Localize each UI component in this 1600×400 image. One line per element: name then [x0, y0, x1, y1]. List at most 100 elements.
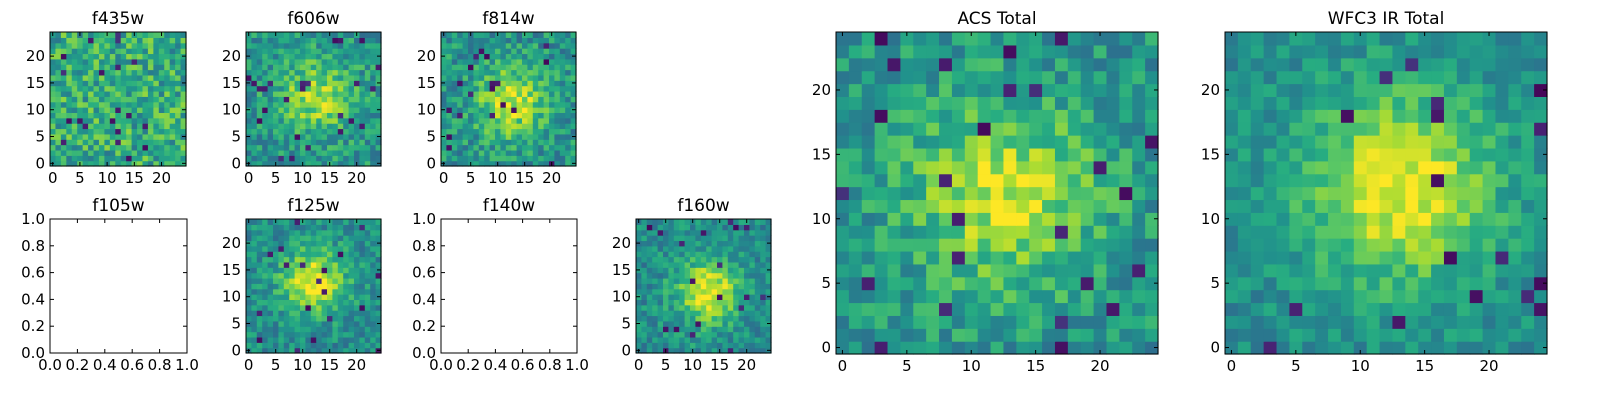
image-cell [343, 251, 350, 258]
image-cell [733, 229, 740, 236]
image-cell [457, 69, 464, 76]
image-cell [446, 37, 453, 44]
image-cell [495, 149, 501, 156]
image-cell [1379, 32, 1394, 46]
image-cell [1042, 173, 1056, 188]
image-cell [164, 53, 171, 60]
image-cell [652, 219, 659, 225]
image-cell [1003, 83, 1017, 97]
image-cell [251, 326, 258, 333]
image-cell [180, 58, 187, 65]
image-cell [1080, 315, 1095, 329]
image-cell [305, 32, 312, 38]
image-cell [300, 123, 306, 130]
image-cell [175, 117, 182, 124]
image-cell [505, 117, 512, 124]
image-cell [1054, 212, 1069, 226]
image-cell [1456, 289, 1471, 304]
image-cell [55, 74, 62, 81]
image-cell [267, 304, 274, 311]
image-cell [1431, 212, 1445, 226]
image-cell [267, 74, 274, 81]
image-cell [990, 341, 1005, 355]
image-cell [1508, 147, 1522, 162]
image-cell [990, 122, 1005, 136]
image-cell [1469, 160, 1484, 175]
image-cell [180, 42, 187, 49]
x-tick-label: 0 [244, 356, 254, 374]
image-cell [1093, 250, 1108, 265]
image-cell [1418, 57, 1432, 72]
image-cell [175, 123, 182, 130]
image-cell [370, 240, 377, 247]
image-cell [836, 83, 850, 97]
image-cell [262, 251, 269, 258]
image-cell [1392, 44, 1406, 59]
image-cell [1263, 135, 1278, 149]
image-cell [1340, 276, 1355, 291]
image-cell [887, 212, 901, 226]
image-cell [98, 128, 105, 135]
image-cell [1119, 135, 1133, 149]
image-cell [1042, 44, 1056, 59]
image-cell [1534, 199, 1548, 213]
image-cell [760, 235, 767, 242]
image-cell [1392, 212, 1406, 226]
image-cell [668, 320, 675, 327]
image-cell [71, 160, 78, 167]
image-cell [684, 294, 691, 300]
image-cell [131, 69, 138, 76]
image-cell [316, 294, 323, 300]
image-cell [532, 96, 539, 103]
image-cell [126, 32, 133, 38]
image-cell [700, 326, 707, 333]
image-cell [310, 342, 317, 349]
image-cell [565, 107, 572, 113]
image-cell [294, 32, 301, 38]
image-cell [543, 85, 550, 92]
image-cell [321, 144, 328, 151]
image-cell [543, 112, 550, 119]
image-cell [711, 320, 718, 327]
image-cell [1276, 212, 1290, 226]
image-cell [527, 160, 534, 167]
image-cell [462, 32, 469, 38]
image-cell [1315, 109, 1329, 123]
image-cell [354, 272, 360, 279]
image-cell [559, 42, 566, 49]
image-cell [532, 69, 539, 76]
y-tick-label: 0.2 [21, 317, 45, 335]
image-cell [262, 69, 269, 76]
image-cell [754, 267, 761, 274]
image-cell [749, 277, 756, 284]
image-cell [684, 304, 691, 311]
image-cell [641, 251, 648, 258]
image-cell [262, 342, 269, 349]
image-cell [473, 112, 480, 119]
image-cell [489, 58, 496, 65]
image-cell [565, 133, 572, 140]
image-cell [1067, 57, 1082, 72]
image-cell [727, 267, 734, 274]
image-cell [1042, 199, 1056, 213]
image-cell [283, 32, 290, 38]
image-cell [327, 64, 333, 71]
image-cell [251, 224, 258, 231]
image-cell [273, 299, 279, 306]
image-cell [283, 294, 290, 300]
image-cell [1302, 44, 1316, 59]
image-cell [158, 90, 165, 97]
image-cell [1534, 186, 1548, 201]
image-cell [273, 277, 279, 284]
image-cell [673, 261, 680, 268]
image-cell [1276, 328, 1290, 342]
y-tick-label: 5 [231, 128, 241, 146]
image-cell [126, 48, 133, 55]
image-cell [294, 69, 301, 76]
image-cell [273, 101, 279, 108]
y-tick-label: 10 [222, 101, 241, 119]
image-cell [348, 331, 355, 338]
image-cell [343, 336, 350, 343]
image-cell [527, 42, 534, 49]
